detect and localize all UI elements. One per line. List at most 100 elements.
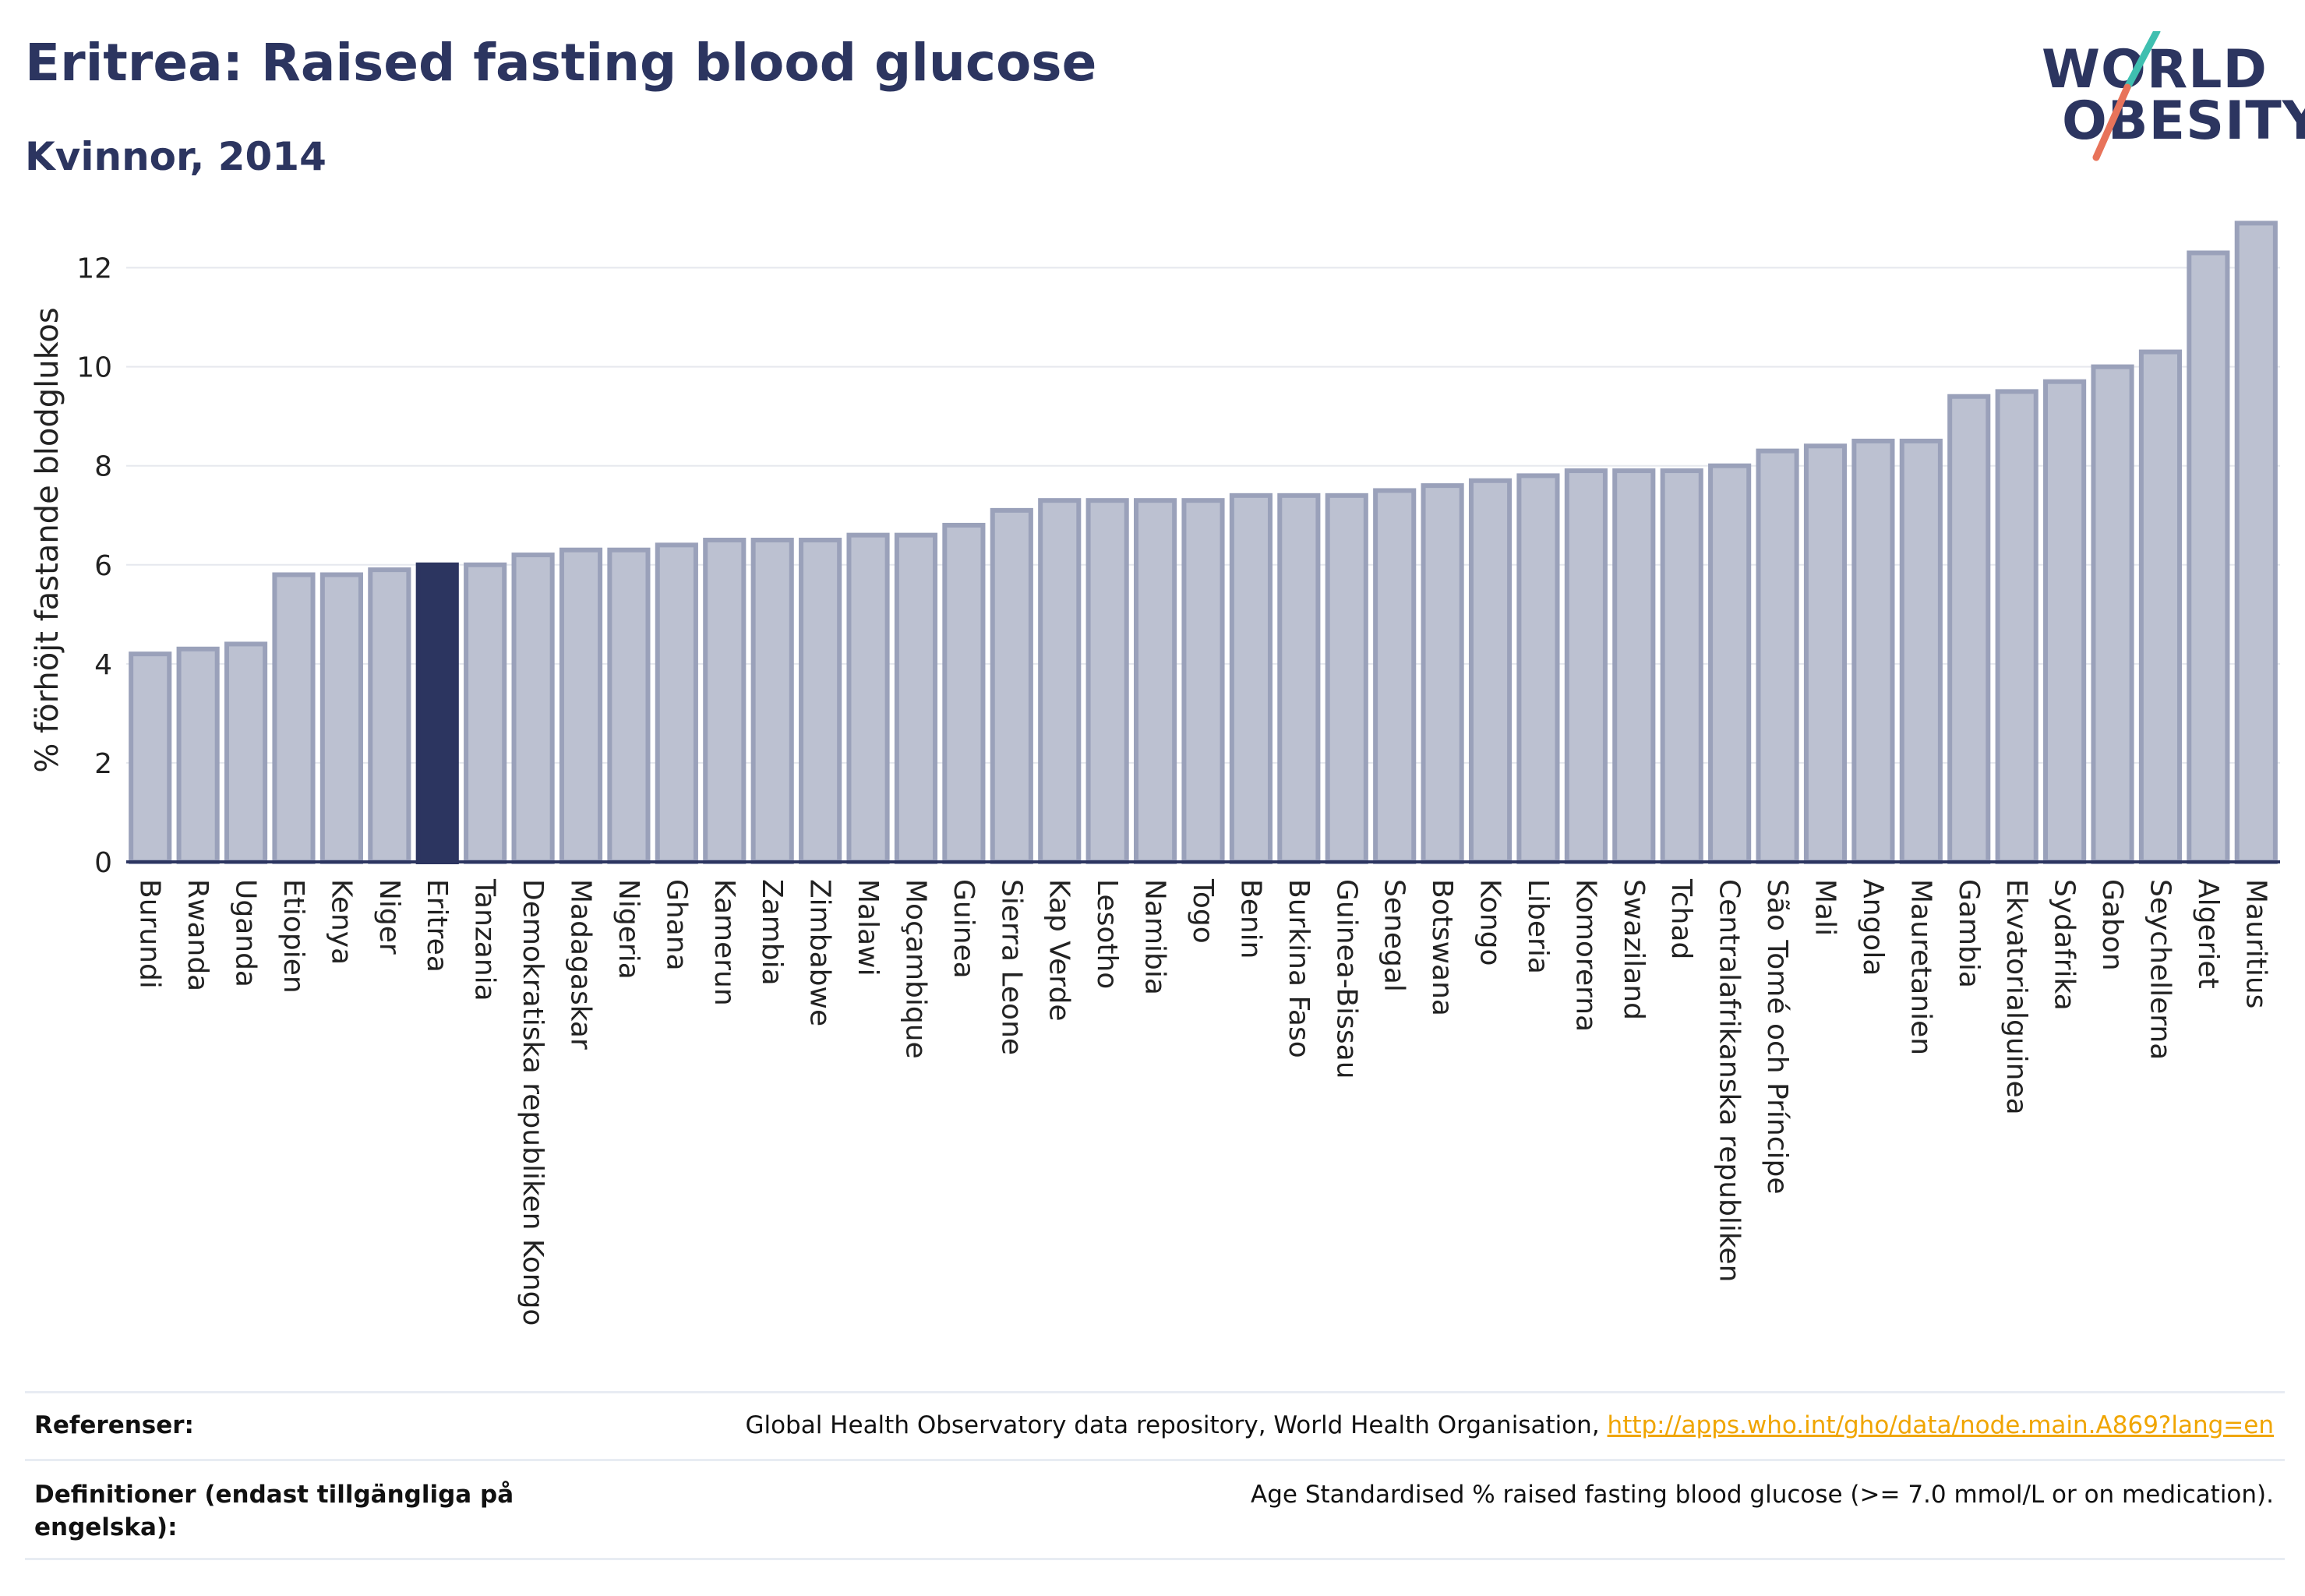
bar <box>319 572 363 864</box>
bar <box>559 547 603 864</box>
bar <box>942 522 986 864</box>
x-tick-label: Gambia <box>1953 879 1985 988</box>
x-tick-label: Zambia <box>756 879 788 986</box>
bar <box>224 641 268 865</box>
x-tick-label: Mali <box>1809 879 1841 936</box>
bar <box>2187 250 2230 864</box>
bar <box>1851 438 1895 864</box>
x-tick-label: Togo <box>1187 878 1219 944</box>
bar <box>1085 498 1129 864</box>
bar-chart: 0 2 4 6 8 10 12 % förhöjt fastande blodglukos Bu… <box>30 221 2280 1326</box>
bar <box>846 532 890 864</box>
y-tick-label: 6 <box>94 550 112 582</box>
x-tick-label: Moçambique <box>899 879 931 1059</box>
logo-slash-icon <box>2092 31 2161 161</box>
x-tick-label: Guinea-Bissau <box>1330 879 1362 1079</box>
bar <box>176 646 220 864</box>
x-tick-label: Kamerun <box>708 879 740 1006</box>
bar <box>894 532 938 864</box>
references-value: Global Health Observatory data repositor… <box>745 1409 2274 1442</box>
y-tick-label: 0 <box>94 847 112 879</box>
bar <box>272 572 316 864</box>
bar <box>1468 478 1513 864</box>
x-tick-label: Guinea <box>948 879 980 979</box>
x-tick-label: Botswana <box>1426 879 1458 1016</box>
x-tick-label: Swaziland <box>1618 879 1650 1020</box>
references-text: Global Health Observatory data repositor… <box>745 1411 1608 1439</box>
x-tick-label: Algeriet <box>2192 879 2224 989</box>
x-tick-label: Malawi <box>852 879 884 976</box>
x-tick-label: Angola <box>1857 879 1889 976</box>
bar <box>1612 468 1656 864</box>
x-tick-label: São Tomé och Príncipe <box>1761 879 1793 1195</box>
x-tick-label: Kap Verde <box>1043 879 1075 1021</box>
bar <box>1995 389 2038 864</box>
definitions-value: Age Standardised % raised fasting blood … <box>1251 1481 2274 1509</box>
bar <box>750 538 794 864</box>
x-tick-label: Burkina Faso <box>1283 879 1315 1058</box>
x-tick-label: Liberia <box>1522 879 1554 974</box>
x-tick-label: Mauritius <box>2240 879 2271 1008</box>
x-tick-label: Eritrea <box>421 879 453 973</box>
x-tick-label: Niger <box>373 879 405 955</box>
bar <box>1038 498 1082 864</box>
x-tick-label: Centralafrikanska republiken <box>1714 879 1746 1282</box>
x-tick-label: Namibia <box>1139 879 1171 995</box>
bar <box>607 547 651 864</box>
references-link[interactable]: http://apps.who.int/gho/data/node.main.A… <box>1607 1411 2274 1439</box>
bar <box>1803 443 1848 864</box>
x-tick-label: Tchad <box>1665 878 1697 959</box>
definitions-label: Definitioner (endast tillgängliga på eng… <box>34 1481 514 1541</box>
page-subtitle: Kvinnor, 2014 <box>25 134 327 179</box>
bar <box>1421 483 1464 864</box>
bar <box>129 651 172 865</box>
x-tick-label: Demokratiska republiken Kongo <box>517 879 549 1326</box>
x-tick-label: Etiopien <box>277 879 309 994</box>
references-label: Referenser: <box>34 1411 194 1439</box>
x-tick-label: Ghana <box>660 879 692 971</box>
bar <box>415 562 459 864</box>
bar <box>511 553 555 864</box>
bar <box>1564 468 1608 864</box>
bar <box>368 567 411 864</box>
bar <box>1756 448 1799 864</box>
bar <box>1277 493 1321 864</box>
x-tick-label: Gabon <box>2096 879 2128 971</box>
references-row: Referenser: Global Health Observatory da… <box>25 1391 2285 1459</box>
x-tick-label: Zimbabwe <box>804 879 836 1026</box>
y-tick-label: 2 <box>94 748 112 780</box>
bar <box>1708 463 1752 864</box>
x-tick-label: Sydafrika <box>2049 879 2081 1011</box>
x-tick-label: Uganda <box>230 879 262 987</box>
definitions-row: Definitioner (endast tillgängliga på eng… <box>25 1459 2285 1560</box>
x-tick-label: Mauretanien <box>1904 879 1936 1055</box>
x-tick-label: Kongo <box>1474 879 1506 966</box>
bar <box>1947 394 1991 864</box>
bar <box>1899 438 1943 864</box>
bar <box>2043 379 2087 864</box>
x-tick-label: Senegal <box>1378 879 1410 992</box>
x-tick-label: Burundi <box>134 879 166 989</box>
bar <box>799 538 842 864</box>
world-obesity-logo: WORLD OBESITY <box>2018 31 2305 171</box>
bar <box>1134 498 1177 864</box>
bar <box>1325 493 1368 864</box>
bar <box>2138 349 2183 865</box>
bar <box>1373 488 1417 864</box>
bar <box>655 542 698 864</box>
y-tick-label: 10 <box>76 352 112 384</box>
bar <box>1181 498 1225 864</box>
reference-table: Referenser: Global Health Observatory da… <box>25 1391 2285 1560</box>
page-title: Eritrea: Raised fasting blood glucose <box>25 33 1097 93</box>
bar <box>2234 221 2278 865</box>
x-tick-label: Rwanda <box>182 879 214 991</box>
bar <box>990 507 1033 864</box>
x-tick-label: Kenya <box>325 879 357 965</box>
x-tick-label: Benin <box>1234 879 1266 959</box>
bar <box>1229 493 1273 864</box>
x-tick-label: Seychellerna <box>2144 879 2176 1060</box>
x-tick-label: Tanzania <box>469 878 501 1001</box>
bar <box>2091 364 2134 865</box>
y-tick-label: 8 <box>94 451 112 483</box>
x-tick-label: Lesotho <box>1091 879 1123 989</box>
